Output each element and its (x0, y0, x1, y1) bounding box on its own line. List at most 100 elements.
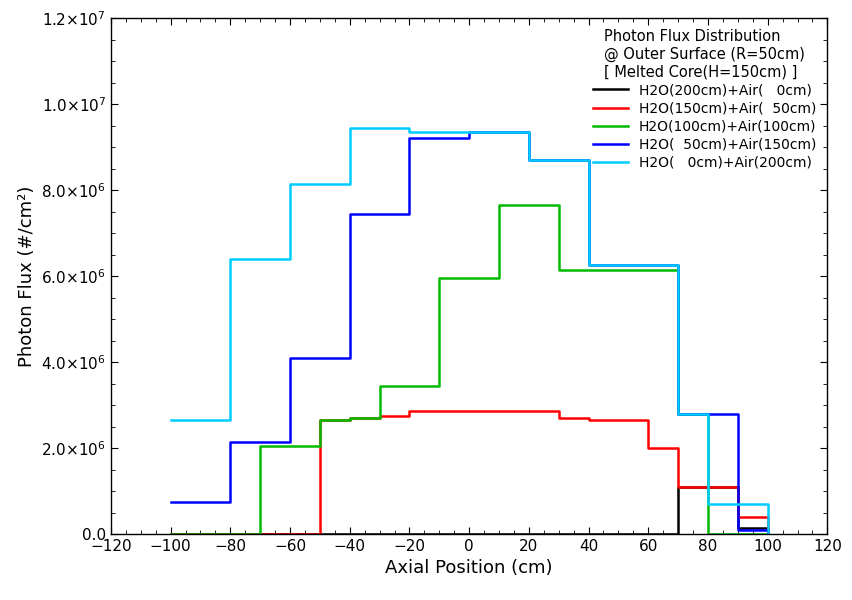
H2O(150cm)+Air(  50cm) (195, 530, 205, 538)
H2O(   0cm)+Air(200cm) (434, 128, 444, 136)
H2O(150cm)+Air(  50cm) (344, 414, 354, 421)
H2O(   0cm)+Air(200cm) (314, 180, 325, 187)
H2O(   0cm)+Air(200cm) (702, 500, 712, 508)
Line: H2O(  50cm)+Air(150cm): H2O( 50cm)+Air(150cm) (170, 132, 767, 534)
H2O(  50cm)+Air(150cm) (583, 262, 593, 269)
H2O(100cm)+Air(100cm) (165, 530, 176, 538)
H2O(100cm)+Air(100cm) (672, 410, 682, 417)
H2O(  50cm)+Air(150cm) (195, 498, 205, 505)
H2O(200cm)+Air(   0cm) (553, 530, 563, 538)
H2O(200cm)+Air(   0cm) (434, 530, 444, 538)
H2O(  50cm)+Air(150cm) (613, 262, 623, 269)
H2O(  50cm)+Air(150cm) (374, 210, 384, 217)
Line: H2O(100cm)+Air(100cm): H2O(100cm)+Air(100cm) (170, 205, 767, 534)
H2O(   0cm)+Air(200cm) (523, 156, 533, 163)
H2O(200cm)+Air(   0cm) (583, 530, 593, 538)
H2O(   0cm)+Air(200cm) (195, 416, 205, 424)
H2O(150cm)+Air(  50cm) (553, 414, 563, 421)
H2O(  50cm)+Air(150cm) (344, 210, 354, 217)
H2O(200cm)+Air(   0cm) (672, 483, 682, 490)
H2O(150cm)+Air(  50cm) (583, 416, 593, 424)
H2O(200cm)+Air(   0cm) (762, 530, 772, 538)
H2O(200cm)+Air(   0cm) (732, 524, 742, 531)
H2O(200cm)+Air(   0cm) (195, 530, 205, 538)
H2O(   0cm)+Air(200cm) (613, 262, 623, 269)
Line: H2O(150cm)+Air(  50cm): H2O(150cm)+Air( 50cm) (170, 412, 767, 534)
Line: H2O(200cm)+Air(   0cm): H2O(200cm)+Air( 0cm) (170, 487, 767, 534)
H2O(150cm)+Air(  50cm) (165, 530, 176, 538)
H2O(  50cm)+Air(150cm) (672, 410, 682, 417)
H2O(150cm)+Air(  50cm) (314, 416, 325, 424)
H2O(   0cm)+Air(200cm) (165, 416, 176, 424)
H2O(100cm)+Air(100cm) (463, 275, 474, 282)
H2O(100cm)+Air(100cm) (642, 266, 653, 273)
H2O(200cm)+Air(   0cm) (702, 483, 712, 490)
H2O(   0cm)+Air(200cm) (285, 180, 295, 187)
H2O(  50cm)+Air(150cm) (642, 262, 653, 269)
H2O(150cm)+Air(  50cm) (732, 513, 742, 520)
H2O(   0cm)+Air(200cm) (463, 128, 474, 136)
H2O(200cm)+Air(   0cm) (285, 530, 295, 538)
H2O(200cm)+Air(   0cm) (255, 530, 265, 538)
H2O(150cm)+Air(  50cm) (225, 530, 235, 538)
H2O(  50cm)+Air(150cm) (285, 354, 295, 361)
H2O(100cm)+Air(100cm) (255, 442, 265, 449)
H2O(   0cm)+Air(200cm) (732, 500, 742, 508)
H2O(100cm)+Air(100cm) (434, 275, 444, 282)
H2O(   0cm)+Air(200cm) (583, 262, 593, 269)
H2O(   0cm)+Air(200cm) (255, 255, 265, 262)
H2O(200cm)+Air(   0cm) (404, 530, 414, 538)
H2O(150cm)+Air(  50cm) (613, 416, 623, 424)
H2O(  50cm)+Air(150cm) (404, 135, 414, 142)
H2O(   0cm)+Air(200cm) (344, 124, 354, 131)
H2O(150cm)+Air(  50cm) (493, 408, 504, 415)
H2O(200cm)+Air(   0cm) (225, 530, 235, 538)
H2O(100cm)+Air(100cm) (314, 416, 325, 424)
H2O(100cm)+Air(100cm) (702, 530, 712, 538)
H2O(150cm)+Air(  50cm) (374, 412, 384, 419)
H2O(  50cm)+Air(150cm) (732, 526, 742, 533)
H2O(150cm)+Air(  50cm) (255, 530, 265, 538)
H2O(  50cm)+Air(150cm) (702, 410, 712, 417)
H2O(200cm)+Air(   0cm) (493, 530, 504, 538)
H2O(   0cm)+Air(200cm) (225, 255, 235, 262)
H2O(200cm)+Air(   0cm) (314, 530, 325, 538)
H2O(200cm)+Air(   0cm) (463, 530, 474, 538)
H2O(  50cm)+Air(150cm) (314, 354, 325, 361)
H2O(   0cm)+Air(200cm) (762, 530, 772, 538)
H2O(200cm)+Air(   0cm) (523, 530, 533, 538)
H2O(100cm)+Air(100cm) (344, 414, 354, 421)
H2O(  50cm)+Air(150cm) (255, 438, 265, 445)
H2O(100cm)+Air(100cm) (583, 266, 593, 273)
H2O(100cm)+Air(100cm) (553, 266, 563, 273)
H2O(  50cm)+Air(150cm) (553, 156, 563, 163)
H2O(   0cm)+Air(200cm) (642, 262, 653, 269)
H2O(   0cm)+Air(200cm) (374, 124, 384, 131)
H2O(100cm)+Air(100cm) (195, 530, 205, 538)
H2O(150cm)+Air(  50cm) (642, 445, 653, 452)
H2O(100cm)+Air(100cm) (762, 530, 772, 538)
H2O(200cm)+Air(   0cm) (344, 530, 354, 538)
H2O(150cm)+Air(  50cm) (463, 408, 474, 415)
H2O(100cm)+Air(100cm) (613, 266, 623, 273)
H2O(   0cm)+Air(200cm) (553, 156, 563, 163)
H2O(  50cm)+Air(150cm) (463, 128, 474, 136)
H2O(  50cm)+Air(150cm) (493, 128, 504, 136)
H2O(150cm)+Air(  50cm) (285, 530, 295, 538)
H2O(100cm)+Air(100cm) (523, 202, 533, 209)
H2O(100cm)+Air(100cm) (225, 530, 235, 538)
H2O(200cm)+Air(   0cm) (613, 530, 623, 538)
H2O(200cm)+Air(   0cm) (642, 530, 653, 538)
H2O(150cm)+Air(  50cm) (672, 483, 682, 490)
H2O(100cm)+Air(100cm) (404, 382, 414, 389)
H2O(100cm)+Air(100cm) (493, 202, 504, 209)
H2O(   0cm)+Air(200cm) (404, 128, 414, 136)
H2O(100cm)+Air(100cm) (285, 442, 295, 449)
Legend: H2O(200cm)+Air(   0cm), H2O(150cm)+Air(  50cm), H2O(100cm)+Air(100cm), H2O(  50c: H2O(200cm)+Air( 0cm), H2O(150cm)+Air( 50… (588, 25, 820, 174)
H2O(   0cm)+Air(200cm) (672, 410, 682, 417)
H2O(   0cm)+Air(200cm) (493, 128, 504, 136)
H2O(  50cm)+Air(150cm) (523, 156, 533, 163)
H2O(150cm)+Air(  50cm) (434, 408, 444, 415)
H2O(150cm)+Air(  50cm) (762, 530, 772, 538)
Y-axis label: Photon Flux (#/cm²): Photon Flux (#/cm²) (18, 185, 36, 367)
